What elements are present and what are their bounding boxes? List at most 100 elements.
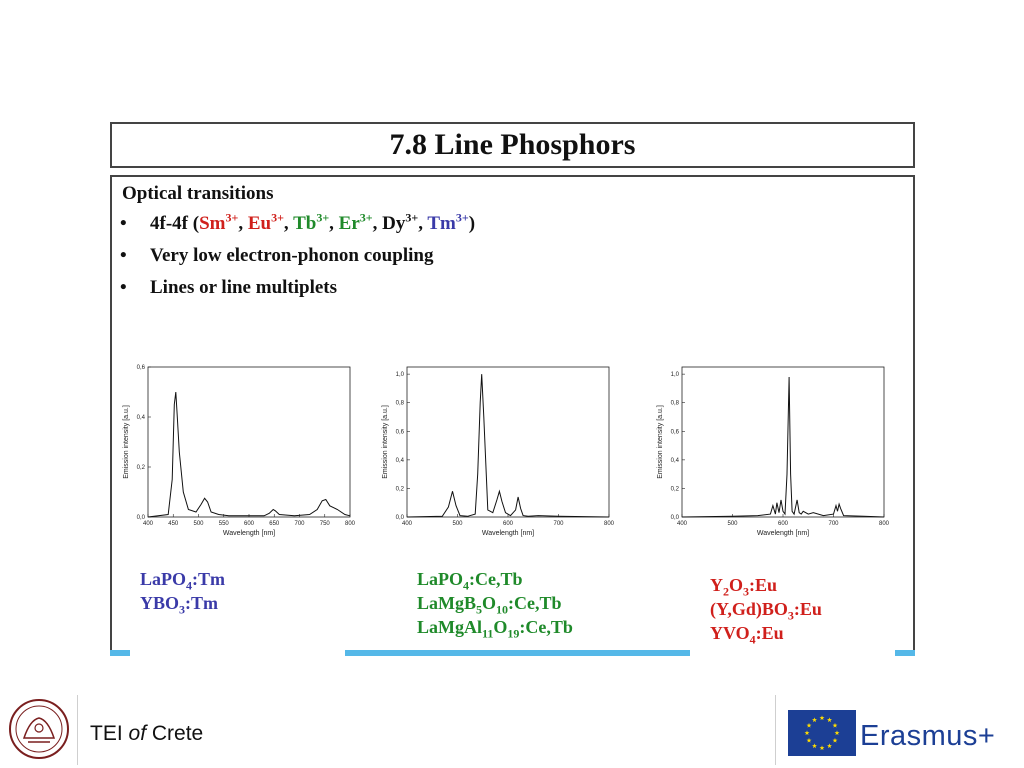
bullet-dot: • xyxy=(120,245,127,266)
x-tick-label: 750 xyxy=(320,521,331,527)
bullet-text: Very low electron-phonon coupling xyxy=(150,245,434,266)
formula-green-1: LaMgB5O10:Ce,Tb xyxy=(417,593,562,617)
formula-blue-0: LaPO4:Tm xyxy=(140,569,226,593)
formula-red-1: (Y,Gd)BO3:Eu xyxy=(710,599,822,623)
y-tick-label: 0,8 xyxy=(671,401,680,407)
eu-star-icon xyxy=(819,715,825,721)
bullet-dot: • xyxy=(120,213,127,234)
x-tick-label: 600 xyxy=(244,521,255,527)
chart-svg: 400 450 500 550 600 650 700 750 800 0,0 0,2 0,4 0,6 W… xyxy=(123,365,356,537)
bullet-item-multiplets: • Lines or line multiplets xyxy=(120,277,475,309)
x-tick-label: 400 xyxy=(402,521,413,527)
ion-separator: , xyxy=(283,213,294,234)
formula-red-0: Y2O3:Eu xyxy=(710,575,778,599)
erasmus-text: Erasmus+ xyxy=(860,720,996,752)
y-tick-label: 0,8 xyxy=(396,401,405,407)
transition-prefix: 4f-4f ( xyxy=(150,213,200,234)
bullet-dot: • xyxy=(120,277,127,298)
emission-chart-tb: 400 500 600 700 800 0,0 0,2 0,4 0,6 0,8 1,0 Wavelen… xyxy=(377,363,629,548)
chart-svg: 400 500 600 700 800 0,0 0,2 0,4 0,6 0,8 1,0 Wavelen… xyxy=(657,366,890,537)
plot-frame xyxy=(681,366,885,518)
university-seal-icon xyxy=(9,699,69,759)
y-tick-label: 0,6 xyxy=(396,429,405,435)
x-axis-label: Wavelength [nm] xyxy=(223,530,275,537)
x-tick-label: 800 xyxy=(879,521,890,527)
y-axis-label: Emission intensity [a.u.] xyxy=(123,405,130,479)
ion-separator: ) xyxy=(468,213,476,234)
y-tick-label: 0,6 xyxy=(137,365,146,371)
y-tick-label: 1,0 xyxy=(671,372,680,378)
y-tick-label: 0,4 xyxy=(396,458,405,464)
x-tick-label: 700 xyxy=(294,521,305,527)
emission-chart-eu: 400 500 600 700 800 0,0 0,2 0,4 0,6 0,8 1,0 Wavelen… xyxy=(652,363,904,548)
ion-separator: , xyxy=(329,213,339,234)
slide-content: Optical transitions • 4f-4f (Sm3+, Eu3+,… xyxy=(110,175,915,655)
ion-separator: , xyxy=(238,213,248,234)
y-tick-label: 1,0 xyxy=(396,372,405,378)
eu-star-icon xyxy=(806,722,812,728)
plot-frame xyxy=(406,366,610,518)
formula-blue-1: YBO3:Tm xyxy=(140,593,219,617)
x-tick-label: 500 xyxy=(452,521,463,527)
y-tick-label: 0,6 xyxy=(671,429,680,435)
footer-institution xyxy=(0,690,230,768)
formula-group-red: Y2O3:Eu (Y,Gd)BO3:Eu YVO4:Eu xyxy=(710,573,822,646)
x-axis-label: Wavelength [nm] xyxy=(757,530,809,537)
formula-green-0: LaPO4:Ce,Tb xyxy=(417,569,523,593)
section-title: Optical transitions xyxy=(122,183,274,204)
x-tick-label: 800 xyxy=(604,521,615,527)
x-tick-label: 500 xyxy=(727,521,738,527)
y-tick-label: 0,0 xyxy=(137,515,146,521)
x-tick-label: 800 xyxy=(345,521,356,527)
ion-er: Er3+ xyxy=(338,210,373,234)
y-tick-label: 0,0 xyxy=(396,515,405,521)
eu-star-icon xyxy=(819,745,825,751)
eu-star-icon xyxy=(812,717,817,723)
institution-name: TEI of Crete xyxy=(90,722,204,745)
emission-spectrum-line xyxy=(406,374,610,518)
eu-star-icon xyxy=(804,730,810,736)
y-tick-label: 0,2 xyxy=(396,486,405,492)
slide-title: 7.8 Line Phosphors xyxy=(389,128,636,161)
eu-star-icon xyxy=(812,743,817,749)
eu-star-icon xyxy=(827,717,832,723)
y-tick-label: 0,4 xyxy=(671,458,680,464)
x-tick-label: 700 xyxy=(828,521,839,527)
eu-star-icon xyxy=(834,730,840,736)
x-tick-label: 550 xyxy=(219,521,230,527)
eu-star-icon xyxy=(806,737,812,743)
formula-group-green: LaPO4:Ce,Tb LaMgB5O10:Ce,Tb LaMgAl11O19:Ce… xyxy=(417,567,573,640)
eu-star-icon xyxy=(827,743,832,749)
ion-dy: Dy3+ xyxy=(382,210,419,234)
footer-divider xyxy=(77,695,78,765)
x-tick-label: 650 xyxy=(269,521,280,527)
emission-spectrum-line xyxy=(147,391,351,518)
slide-title-box: 7.8 Line Phosphors xyxy=(110,122,915,168)
chart-svg: 400 500 600 700 800 0,0 0,2 0,4 0,6 0,8 1,0 Wavelen… xyxy=(382,366,615,537)
bullet-text: Lines or line multiplets xyxy=(150,277,338,298)
x-tick-label: 700 xyxy=(553,521,564,527)
x-tick-label: 600 xyxy=(503,521,514,527)
x-axis-label: Wavelength [nm] xyxy=(482,530,534,537)
transition-line: 4f-4f (Sm3+, Eu3+, Tb3+, Er3+, Dy3+, Tm3… xyxy=(150,210,476,235)
eu-star-icon xyxy=(832,722,838,728)
y-axis-label: Emission intensity [a.u.] xyxy=(657,405,664,479)
bullet-list: • 4f-4f (Sm3+, Eu3+, Tb3+, Er3+, Dy3+, T… xyxy=(120,210,476,309)
bullet-item-coupling: • Very low electron-phonon coupling xyxy=(120,245,475,277)
y-tick-label: 0,2 xyxy=(671,486,680,492)
y-tick-label: 0,2 xyxy=(137,465,146,471)
ion-list: Sm3+, Eu3+, Tb3+, Er3+, Dy3+, Tm3+) xyxy=(199,210,476,234)
y-axis-label: Emission intensity [a.u.] xyxy=(382,405,389,479)
emission-chart-tm: 400 450 500 550 600 650 700 750 800 0,0 0,2 0,4 0,6 W… xyxy=(118,363,370,548)
ion-separator: , xyxy=(418,213,428,234)
ion-separator: , xyxy=(372,213,383,234)
erasmus-logo: Erasmus+ xyxy=(788,708,1024,764)
x-tick-label: 600 xyxy=(778,521,789,527)
ion-eu: Eu3+ xyxy=(247,210,284,234)
bullet-item-transitions: • 4f-4f (Sm3+, Eu3+, Tb3+, Er3+, Dy3+, T… xyxy=(120,210,476,245)
formula-group-blue: LaPO4:Tm YBO3:Tm xyxy=(140,567,226,617)
slide-bottom-bar xyxy=(110,650,915,656)
eu-star-icon xyxy=(832,737,838,743)
y-tick-label: 0,4 xyxy=(137,415,146,421)
ion-sm: Sm3+ xyxy=(199,210,239,234)
